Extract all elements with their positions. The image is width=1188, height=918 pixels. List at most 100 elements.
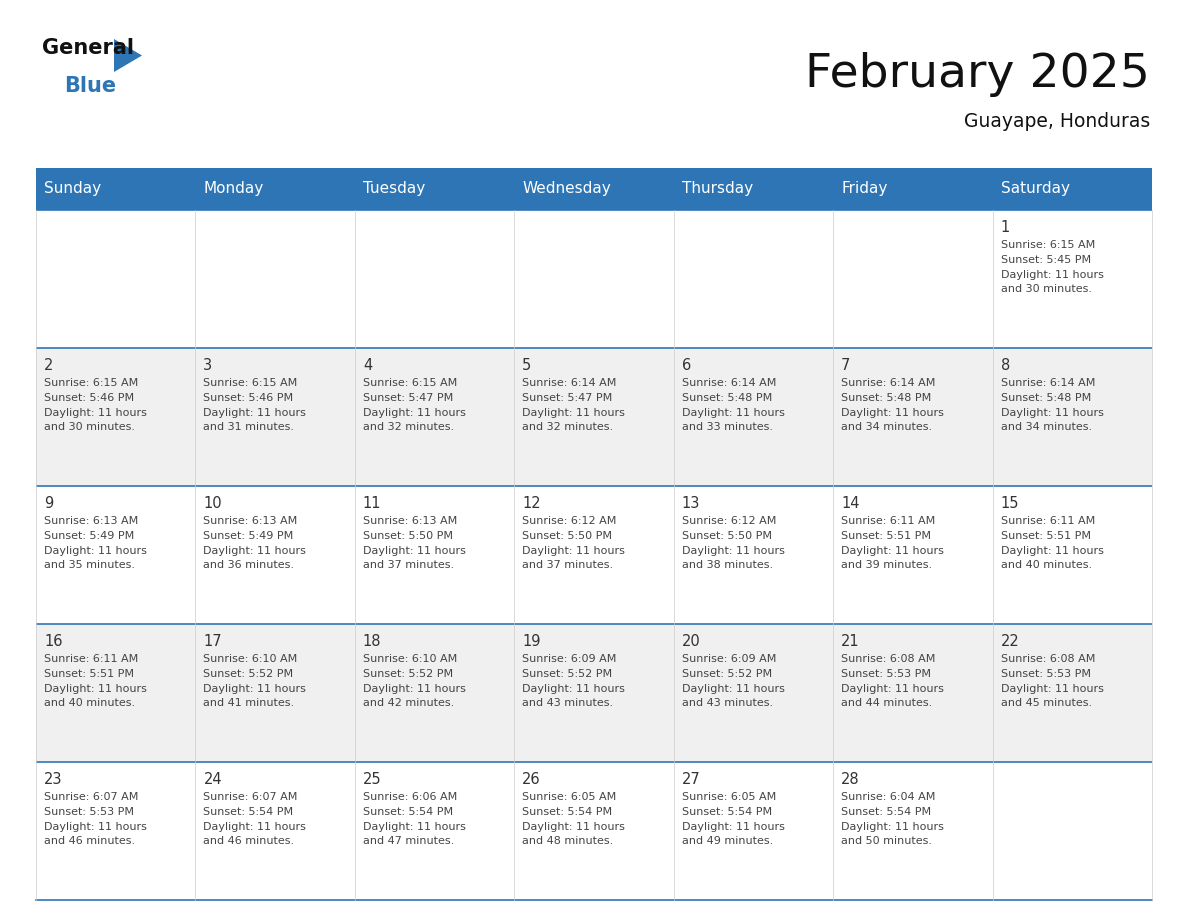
Text: and 32 minutes.: and 32 minutes. xyxy=(362,422,454,432)
Text: 28: 28 xyxy=(841,772,860,787)
Text: Sunrise: 6:13 AM: Sunrise: 6:13 AM xyxy=(362,516,457,526)
Text: Sunset: 5:49 PM: Sunset: 5:49 PM xyxy=(44,531,134,541)
Text: Sunrise: 6:12 AM: Sunrise: 6:12 AM xyxy=(682,516,776,526)
Bar xyxy=(992,624,1152,762)
Text: 17: 17 xyxy=(203,634,222,649)
Bar xyxy=(355,210,514,348)
Text: Daylight: 11 hours: Daylight: 11 hours xyxy=(1000,270,1104,280)
Text: Sunset: 5:48 PM: Sunset: 5:48 PM xyxy=(841,393,931,403)
Bar xyxy=(674,348,833,486)
Text: Daylight: 11 hours: Daylight: 11 hours xyxy=(523,408,625,418)
Text: 8: 8 xyxy=(1000,358,1010,373)
Text: Sunset: 5:47 PM: Sunset: 5:47 PM xyxy=(523,393,613,403)
Text: Daylight: 11 hours: Daylight: 11 hours xyxy=(44,545,147,555)
Bar xyxy=(36,486,196,624)
Text: Daylight: 11 hours: Daylight: 11 hours xyxy=(44,822,147,832)
Text: Daylight: 11 hours: Daylight: 11 hours xyxy=(203,822,307,832)
Text: Daylight: 11 hours: Daylight: 11 hours xyxy=(44,684,147,694)
Text: Daylight: 11 hours: Daylight: 11 hours xyxy=(203,408,307,418)
Text: Sunrise: 6:11 AM: Sunrise: 6:11 AM xyxy=(44,654,138,664)
Bar xyxy=(674,486,833,624)
Text: Sunday: Sunday xyxy=(44,182,101,196)
Text: February 2025: February 2025 xyxy=(805,52,1150,97)
Text: Daylight: 11 hours: Daylight: 11 hours xyxy=(523,545,625,555)
Text: 22: 22 xyxy=(1000,634,1019,649)
Text: Sunrise: 6:08 AM: Sunrise: 6:08 AM xyxy=(1000,654,1095,664)
Text: 23: 23 xyxy=(44,772,63,787)
Text: and 43 minutes.: and 43 minutes. xyxy=(682,699,773,709)
Text: Sunrise: 6:10 AM: Sunrise: 6:10 AM xyxy=(362,654,457,664)
Text: 10: 10 xyxy=(203,496,222,511)
Text: Sunset: 5:53 PM: Sunset: 5:53 PM xyxy=(841,669,931,678)
Bar xyxy=(36,762,196,900)
Text: 6: 6 xyxy=(682,358,691,373)
Text: Guayape, Honduras: Guayape, Honduras xyxy=(963,112,1150,131)
Bar xyxy=(674,762,833,900)
Text: Sunrise: 6:14 AM: Sunrise: 6:14 AM xyxy=(841,378,935,388)
Bar xyxy=(674,210,833,348)
Text: Daylight: 11 hours: Daylight: 11 hours xyxy=(682,408,784,418)
Text: Daylight: 11 hours: Daylight: 11 hours xyxy=(523,684,625,694)
Text: Daylight: 11 hours: Daylight: 11 hours xyxy=(44,408,147,418)
Text: Sunrise: 6:08 AM: Sunrise: 6:08 AM xyxy=(841,654,935,664)
Text: 5: 5 xyxy=(523,358,531,373)
Text: Sunrise: 6:15 AM: Sunrise: 6:15 AM xyxy=(362,378,457,388)
Text: 13: 13 xyxy=(682,496,700,511)
Bar xyxy=(674,168,833,210)
Text: and 32 minutes.: and 32 minutes. xyxy=(523,422,613,432)
Text: Sunset: 5:54 PM: Sunset: 5:54 PM xyxy=(362,807,453,817)
Text: Sunrise: 6:15 AM: Sunrise: 6:15 AM xyxy=(44,378,138,388)
Bar xyxy=(36,168,196,210)
Text: Sunrise: 6:05 AM: Sunrise: 6:05 AM xyxy=(523,792,617,802)
Text: Daylight: 11 hours: Daylight: 11 hours xyxy=(362,684,466,694)
Bar xyxy=(36,624,196,762)
Bar xyxy=(514,624,674,762)
Text: Sunset: 5:54 PM: Sunset: 5:54 PM xyxy=(523,807,612,817)
Text: Sunset: 5:53 PM: Sunset: 5:53 PM xyxy=(44,807,134,817)
Text: and 40 minutes.: and 40 minutes. xyxy=(44,699,135,709)
Bar xyxy=(355,624,514,762)
Text: Sunset: 5:48 PM: Sunset: 5:48 PM xyxy=(682,393,772,403)
Text: 24: 24 xyxy=(203,772,222,787)
Text: Saturday: Saturday xyxy=(1000,182,1069,196)
Text: Sunrise: 6:04 AM: Sunrise: 6:04 AM xyxy=(841,792,935,802)
Text: 4: 4 xyxy=(362,358,372,373)
Text: Daylight: 11 hours: Daylight: 11 hours xyxy=(362,822,466,832)
Text: Sunset: 5:54 PM: Sunset: 5:54 PM xyxy=(682,807,772,817)
Text: 21: 21 xyxy=(841,634,860,649)
Text: and 44 minutes.: and 44 minutes. xyxy=(841,699,933,709)
Text: Sunrise: 6:14 AM: Sunrise: 6:14 AM xyxy=(523,378,617,388)
Text: 2: 2 xyxy=(44,358,53,373)
Text: Daylight: 11 hours: Daylight: 11 hours xyxy=(1000,684,1104,694)
Text: General: General xyxy=(42,38,134,58)
Bar xyxy=(992,168,1152,210)
Text: Sunset: 5:46 PM: Sunset: 5:46 PM xyxy=(44,393,134,403)
Text: Daylight: 11 hours: Daylight: 11 hours xyxy=(1000,408,1104,418)
Text: 26: 26 xyxy=(523,772,541,787)
Text: and 35 minutes.: and 35 minutes. xyxy=(44,560,135,570)
Text: 1: 1 xyxy=(1000,220,1010,235)
Bar xyxy=(992,348,1152,486)
Bar xyxy=(833,486,992,624)
Text: Sunset: 5:51 PM: Sunset: 5:51 PM xyxy=(841,531,931,541)
Text: and 46 minutes.: and 46 minutes. xyxy=(203,836,295,846)
Text: Daylight: 11 hours: Daylight: 11 hours xyxy=(203,545,307,555)
Text: Sunset: 5:51 PM: Sunset: 5:51 PM xyxy=(1000,531,1091,541)
Text: 15: 15 xyxy=(1000,496,1019,511)
Text: Daylight: 11 hours: Daylight: 11 hours xyxy=(362,545,466,555)
Text: Sunset: 5:50 PM: Sunset: 5:50 PM xyxy=(682,531,772,541)
Text: Sunset: 5:46 PM: Sunset: 5:46 PM xyxy=(203,393,293,403)
Bar xyxy=(355,168,514,210)
Text: Daylight: 11 hours: Daylight: 11 hours xyxy=(841,408,944,418)
Text: Sunrise: 6:05 AM: Sunrise: 6:05 AM xyxy=(682,792,776,802)
Text: and 30 minutes.: and 30 minutes. xyxy=(1000,285,1092,295)
Bar xyxy=(514,168,674,210)
Text: 18: 18 xyxy=(362,634,381,649)
Bar xyxy=(196,624,355,762)
Text: Sunset: 5:52 PM: Sunset: 5:52 PM xyxy=(523,669,612,678)
Text: and 37 minutes.: and 37 minutes. xyxy=(523,560,613,570)
Text: 3: 3 xyxy=(203,358,213,373)
Bar xyxy=(196,348,355,486)
Text: Sunset: 5:45 PM: Sunset: 5:45 PM xyxy=(1000,255,1091,264)
Text: and 30 minutes.: and 30 minutes. xyxy=(44,422,135,432)
